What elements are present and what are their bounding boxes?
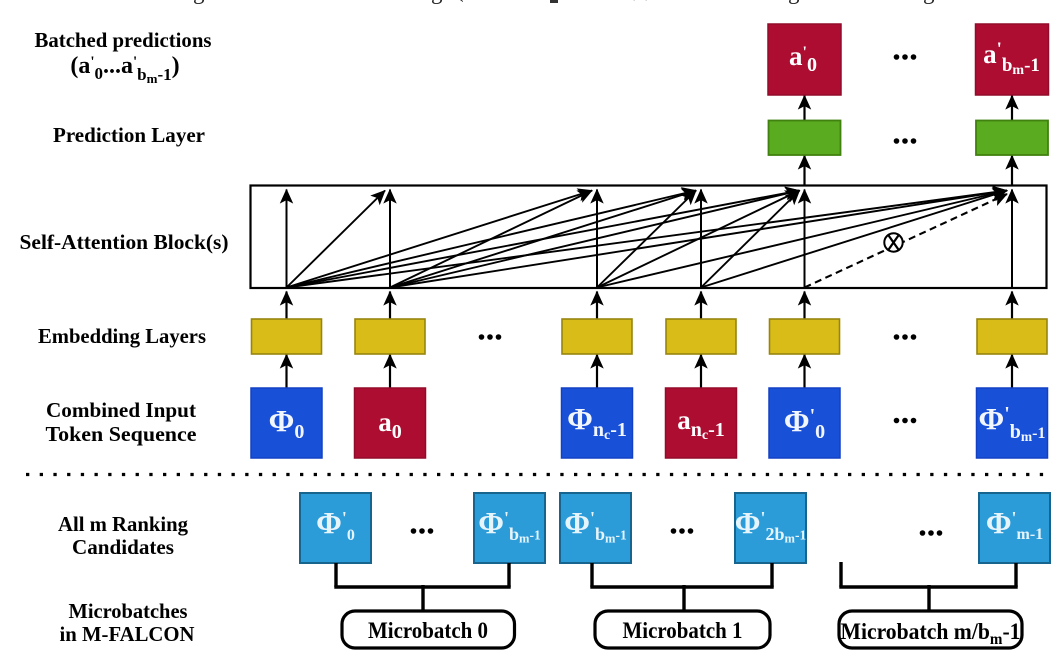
svg-text:Φ'bm-1: Φ'bm-1 [478, 505, 541, 546]
svg-text:g: g [923, 0, 935, 4]
svg-text:Microbatch m/bm-1: Microbatch m/bm-1 [841, 619, 1021, 648]
svg-text:Φ'bm-1: Φ'bm-1 [564, 505, 627, 546]
svg-text:Φ'bm-1: Φ'bm-1 [979, 401, 1046, 444]
svg-text:Φ'0: Φ'0 [316, 505, 355, 544]
svg-text:Φ0: Φ0 [269, 403, 305, 443]
svg-text:Microbatch 0: Microbatch 0 [368, 618, 488, 643]
svg-text:Φ'm-1: Φ'm-1 [986, 505, 1043, 543]
svg-text:Prediction Layer: Prediction Layer [53, 123, 205, 147]
svg-text:All m Ranking: All m Ranking [58, 512, 188, 536]
svg-text:g: g [431, 0, 443, 4]
svg-text:g: g [788, 0, 800, 4]
svg-text:Embedding Layers: Embedding Layers [38, 324, 206, 348]
svg-text:in M-FALCON: in M-FALCON [60, 622, 195, 646]
svg-text:Φnc-1: Φnc-1 [567, 401, 627, 443]
svg-text:Token Sequence: Token Sequence [46, 422, 197, 446]
svg-text:Batched predictions: Batched predictions [35, 28, 212, 52]
svg-text:(: ( [456, 0, 464, 2]
svg-text:Φ'0: Φ'0 [784, 403, 825, 443]
svg-text:Microbatches: Microbatches [69, 599, 188, 623]
svg-text:g: g [193, 0, 205, 4]
svg-text:,: , [633, 0, 638, 2]
svg-text:,: , [645, 0, 650, 2]
svg-text:(a'0...a'bm-1): (a'0...a'bm-1) [70, 53, 179, 86]
svg-text:Microbatch 1: Microbatch 1 [623, 618, 743, 643]
svg-text:Self-Attention Block(s): Self-Attention Block(s) [20, 230, 229, 254]
svg-text:a0: a0 [378, 407, 402, 443]
svg-text:anc-1: anc-1 [677, 405, 725, 443]
svg-text:a'bm-1: a'bm-1 [983, 39, 1040, 78]
svg-text:Candidates: Candidates [72, 535, 174, 559]
svg-text:Combined Input: Combined Input [46, 398, 196, 422]
svg-text:Φ'2bm-1: Φ'2bm-1 [735, 505, 807, 546]
svg-text:a'0: a'0 [789, 41, 817, 76]
